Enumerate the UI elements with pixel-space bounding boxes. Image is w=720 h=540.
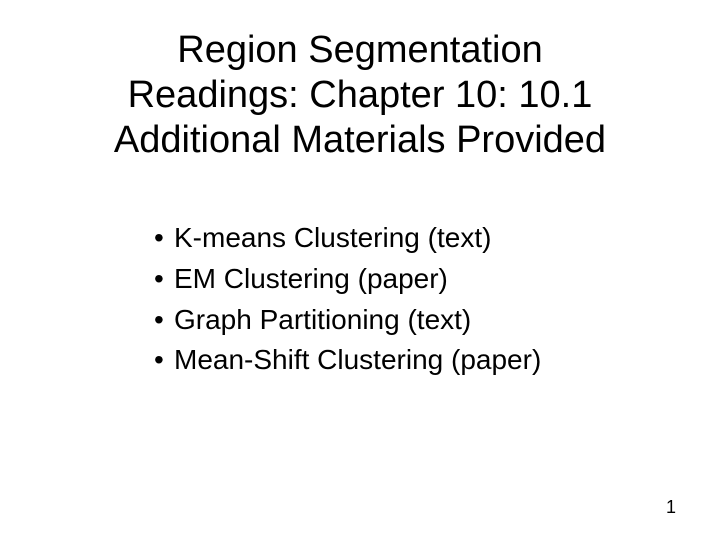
list-item: EM Clustering (paper) xyxy=(154,259,670,300)
page-number: 1 xyxy=(666,497,676,518)
title-line-1: Region Segmentation xyxy=(50,28,670,73)
slide: Region Segmentation Readings: Chapter 10… xyxy=(0,0,720,540)
slide-title: Region Segmentation Readings: Chapter 10… xyxy=(50,28,670,162)
title-line-2: Readings: Chapter 10: 10.1 xyxy=(50,73,670,118)
list-item: Graph Partitioning (text) xyxy=(154,300,670,341)
list-item: Mean-Shift Clustering (paper) xyxy=(154,340,670,381)
bullet-list: K-means Clustering (text) EM Clustering … xyxy=(154,218,670,380)
title-line-3: Additional Materials Provided xyxy=(50,118,670,163)
list-item: K-means Clustering (text) xyxy=(154,218,670,259)
